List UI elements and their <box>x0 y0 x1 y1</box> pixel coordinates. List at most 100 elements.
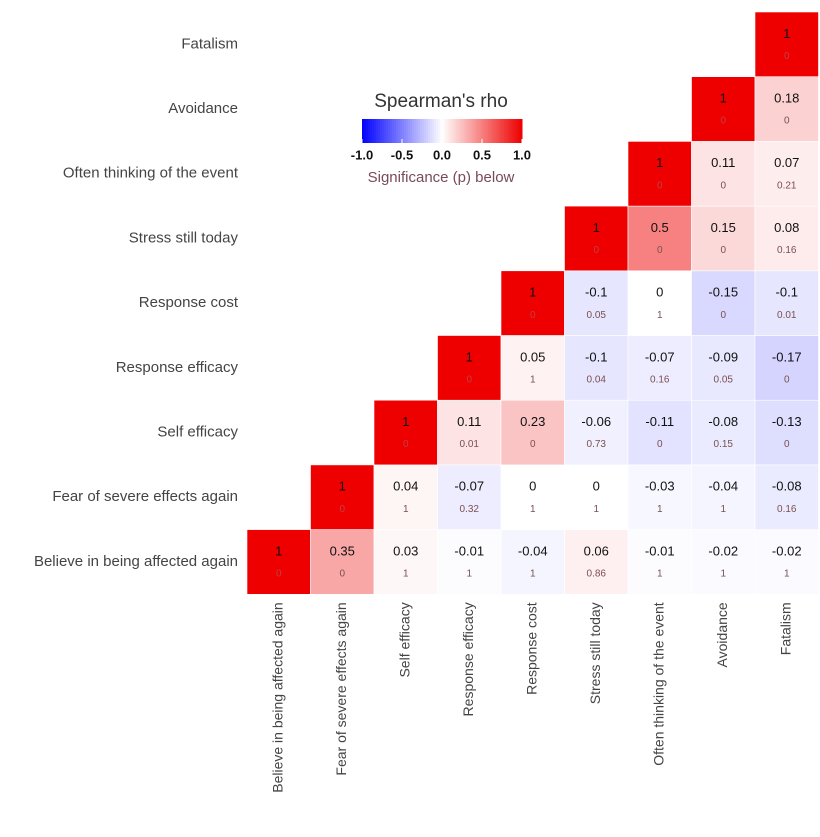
heatmap-cell <box>754 270 819 336</box>
rho-label: 0 <box>656 285 663 300</box>
rho-label: -0.02 <box>772 543 802 558</box>
colorbar-step <box>482 119 485 143</box>
colorbar-step <box>506 119 509 143</box>
heatmap-cell <box>627 529 692 595</box>
y-tick-label: Avoidance <box>168 100 238 117</box>
rho-label: -0.07 <box>645 349 675 364</box>
heatmap-cell <box>691 141 756 207</box>
colorbar-step <box>410 119 413 143</box>
x-tick-label: Response cost <box>523 602 539 695</box>
heatmap-cell <box>754 11 819 77</box>
colorbar-step <box>508 119 511 143</box>
x-tick-label: Often thinking of the event <box>650 602 666 766</box>
rho-label: 0.07 <box>774 155 799 170</box>
rho-label: 1 <box>402 414 409 429</box>
heatmap-cell <box>500 335 565 401</box>
colorbar-step <box>400 119 403 143</box>
colorbar-step <box>452 119 455 143</box>
p-label: 0 <box>530 310 536 321</box>
p-label: 0 <box>657 245 663 256</box>
colorbar-step <box>426 119 429 143</box>
colorbar-step <box>418 119 421 143</box>
p-label: 1 <box>784 569 790 580</box>
heatmap-cell <box>627 141 692 207</box>
y-tick-label: Believe in being affected again <box>34 553 238 570</box>
colorbar-step <box>424 119 427 143</box>
rho-label: 0.18 <box>774 90 799 105</box>
p-label: 0.01 <box>777 310 797 321</box>
colorbar-step <box>416 119 419 143</box>
colorbar-step <box>374 119 377 143</box>
heatmap-cell <box>500 464 565 530</box>
colorbar-step <box>472 119 475 143</box>
colorbar-step <box>462 119 465 143</box>
colorbar-step <box>372 119 375 143</box>
heatmap-cell <box>754 141 819 207</box>
p-label: 0 <box>339 569 345 580</box>
colorbar-step <box>502 119 505 143</box>
legend-title: Spearman's rho <box>374 91 508 112</box>
y-tick-label: Stress still today <box>129 229 239 246</box>
rho-label: 1 <box>593 220 600 235</box>
p-label: 0 <box>466 374 472 385</box>
colorbar-step <box>474 119 477 143</box>
heatmap-cell <box>246 529 311 595</box>
rho-label: 1 <box>656 155 663 170</box>
heatmap-cell <box>564 205 629 272</box>
heatmap-cell <box>627 335 692 401</box>
colorbar-step <box>520 119 523 143</box>
y-tick-label: Response efficacy <box>116 359 239 376</box>
colorbar-step <box>364 119 367 143</box>
colorbar-step <box>498 119 501 143</box>
colorbar-step <box>414 119 417 143</box>
colorbar-step <box>448 119 451 143</box>
p-label: 1 <box>720 569 726 580</box>
colorbar-step <box>496 119 499 143</box>
p-label: 0 <box>784 374 790 385</box>
colorbar-step <box>386 119 389 143</box>
colorbar-tick-label: 0.5 <box>473 147 491 162</box>
rho-label: 0 <box>593 479 600 494</box>
colorbar-step <box>478 119 481 143</box>
heatmap-cell <box>754 205 819 272</box>
legend-subtitle: Significance (p) below <box>368 169 515 186</box>
heatmap-cell <box>373 529 438 595</box>
rho-label: 1 <box>720 90 727 105</box>
colorbar-step <box>392 119 395 143</box>
colorbar-step <box>516 119 519 143</box>
rho-label: -0.09 <box>708 349 738 364</box>
heatmap-cell <box>691 335 756 401</box>
heatmap-cell <box>500 270 565 336</box>
p-label: 0 <box>657 180 663 191</box>
colorbar-step <box>468 119 471 143</box>
rho-label: -0.03 <box>645 479 675 494</box>
p-label: 0.01 <box>460 439 480 450</box>
colorbar-step <box>378 119 381 143</box>
colorbar-step <box>464 119 467 143</box>
p-label: 0.73 <box>587 439 607 450</box>
p-label: 0 <box>784 51 790 62</box>
colorbar-step <box>488 119 491 143</box>
colorbar-step <box>406 119 409 143</box>
rho-label: 1 <box>783 26 790 41</box>
heatmap-cell <box>437 529 502 595</box>
p-label: 0 <box>720 310 726 321</box>
p-label: 0.16 <box>777 504 797 515</box>
colorbar-step <box>514 119 517 143</box>
colorbar-tick-label: 1.0 <box>513 147 531 162</box>
heatmap-cell <box>564 464 629 530</box>
p-label: 0.05 <box>587 310 607 321</box>
heatmap-cell <box>437 464 502 530</box>
heatmap-cell <box>691 464 756 530</box>
rho-label: 0.35 <box>330 543 355 558</box>
rho-label: 0.15 <box>711 220 736 235</box>
colorbar-step <box>388 119 391 143</box>
p-label: 1 <box>720 504 726 515</box>
rho-label: -0.17 <box>772 349 802 364</box>
p-label: 0.15 <box>714 439 734 450</box>
p-label: 0 <box>276 569 282 580</box>
rho-label: -0.02 <box>708 543 738 558</box>
heatmap-cell <box>437 399 502 466</box>
rho-label: -0.1 <box>585 349 607 364</box>
heatmap-cell <box>754 335 819 401</box>
